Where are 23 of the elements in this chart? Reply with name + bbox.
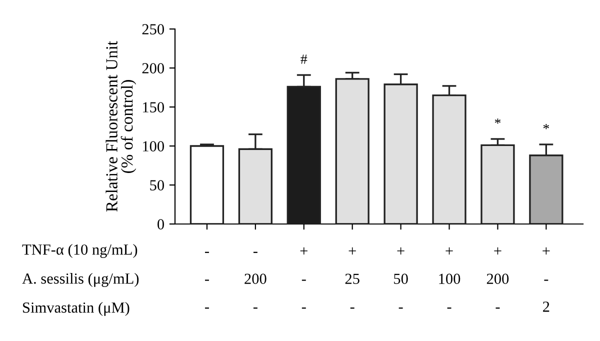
text: A. sessilis (μg/mL) (22, 273, 139, 287)
category-label: - - - (205, 252, 209, 309)
y-tick-label: 150 (143, 102, 164, 112)
category-label: + 100 - (439, 247, 460, 309)
category-label: + - - (300, 247, 308, 309)
bar (480, 144, 515, 224)
category-label: + 50 - (394, 247, 408, 309)
y-axis-title: Relative Fluorescent Unit (% of control) (106, 40, 136, 212)
y-tick-label: 200 (142, 63, 164, 74)
y-tick-label: 50 (150, 180, 164, 190)
y-tick-label: 250 (142, 24, 164, 34)
bar (190, 145, 224, 224)
annotation: # (300, 54, 308, 64)
text: Simvastatin (μM) (23, 302, 130, 316)
y-tick-label: 100 (143, 141, 164, 152)
category-label: + 200 - (486, 247, 509, 309)
text: TNF-α (10 ng/mL) (22, 244, 138, 258)
category-label: - 200 - (244, 252, 266, 309)
annotation: * (543, 124, 549, 130)
category-label: + 25 - (345, 247, 360, 309)
category-label: + - 2 (542, 247, 550, 312)
y-tick-label: 0 (158, 219, 164, 230)
annotation: * (494, 118, 501, 124)
